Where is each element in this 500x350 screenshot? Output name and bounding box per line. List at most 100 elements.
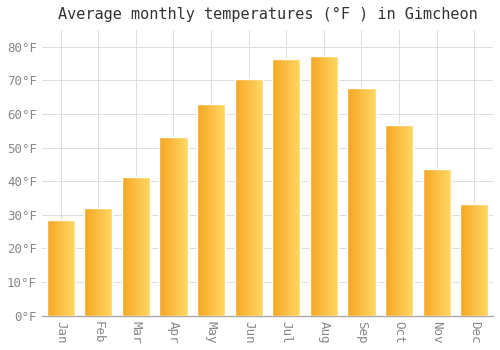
Bar <box>186 137 188 316</box>
Bar <box>422 169 451 316</box>
Bar <box>441 169 442 316</box>
Bar <box>464 204 466 316</box>
Bar <box>256 79 257 316</box>
Bar <box>166 137 168 316</box>
Bar <box>412 125 413 316</box>
Bar <box>398 125 399 316</box>
Bar <box>322 56 324 316</box>
Bar <box>106 208 108 316</box>
Bar <box>86 208 87 316</box>
Bar <box>310 56 338 316</box>
Bar <box>334 56 335 316</box>
Bar <box>282 59 284 316</box>
Bar <box>296 59 298 316</box>
Bar <box>444 169 445 316</box>
Bar <box>240 79 242 316</box>
Bar <box>65 220 66 316</box>
Bar <box>170 137 172 316</box>
Bar <box>332 56 334 316</box>
Bar <box>172 137 174 316</box>
Bar <box>200 104 201 316</box>
Bar <box>395 125 396 316</box>
Bar <box>324 56 325 316</box>
Bar <box>288 59 289 316</box>
Bar <box>330 56 331 316</box>
Bar <box>470 204 472 316</box>
Bar <box>254 79 256 316</box>
Bar <box>400 125 402 316</box>
Bar <box>392 125 394 316</box>
Bar <box>385 125 413 316</box>
Bar <box>438 169 440 316</box>
Bar <box>385 125 386 316</box>
Bar <box>140 177 141 316</box>
Bar <box>130 177 132 316</box>
Bar <box>137 177 138 316</box>
Bar <box>480 204 482 316</box>
Bar <box>160 137 162 316</box>
Bar <box>169 137 170 316</box>
Bar <box>314 56 316 316</box>
Bar <box>176 137 178 316</box>
Bar <box>202 104 204 316</box>
Bar <box>210 104 211 316</box>
Bar <box>336 56 338 316</box>
Bar <box>473 204 474 316</box>
Bar <box>406 125 407 316</box>
Bar <box>325 56 326 316</box>
Bar <box>374 88 376 316</box>
Bar <box>110 208 111 316</box>
Bar <box>484 204 486 316</box>
Bar <box>160 137 188 316</box>
Bar <box>178 137 179 316</box>
Bar <box>354 88 356 316</box>
Bar <box>399 125 400 316</box>
Bar <box>348 88 376 316</box>
Bar <box>54 220 55 316</box>
Bar <box>207 104 208 316</box>
Bar <box>274 59 275 316</box>
Bar <box>312 56 314 316</box>
Bar <box>164 137 165 316</box>
Bar <box>55 220 56 316</box>
Bar <box>242 79 243 316</box>
Bar <box>260 79 262 316</box>
Bar <box>234 79 262 316</box>
Bar <box>175 137 176 316</box>
Bar <box>468 204 470 316</box>
Bar <box>409 125 410 316</box>
Bar <box>348 88 376 316</box>
Bar <box>132 177 133 316</box>
Bar <box>91 208 92 316</box>
Bar <box>143 177 144 316</box>
Bar <box>440 169 441 316</box>
Bar <box>402 125 404 316</box>
Bar <box>197 104 225 316</box>
Bar <box>370 88 372 316</box>
Bar <box>184 137 186 316</box>
Bar <box>239 79 240 316</box>
Bar <box>59 220 60 316</box>
Bar <box>247 79 248 316</box>
Bar <box>390 125 392 316</box>
Bar <box>424 169 426 316</box>
Bar <box>220 104 221 316</box>
Bar <box>68 220 69 316</box>
Bar <box>366 88 367 316</box>
Bar <box>318 56 320 316</box>
Bar <box>212 104 214 316</box>
Bar <box>234 79 262 316</box>
Bar <box>98 208 100 316</box>
Bar <box>84 208 112 316</box>
Bar <box>122 177 150 316</box>
Bar <box>146 177 147 316</box>
Bar <box>290 59 292 316</box>
Bar <box>320 56 321 316</box>
Bar <box>148 177 150 316</box>
Bar <box>352 88 353 316</box>
Bar <box>422 169 424 316</box>
Bar <box>122 177 150 316</box>
Bar <box>208 104 210 316</box>
Bar <box>362 88 363 316</box>
Bar <box>311 56 312 316</box>
